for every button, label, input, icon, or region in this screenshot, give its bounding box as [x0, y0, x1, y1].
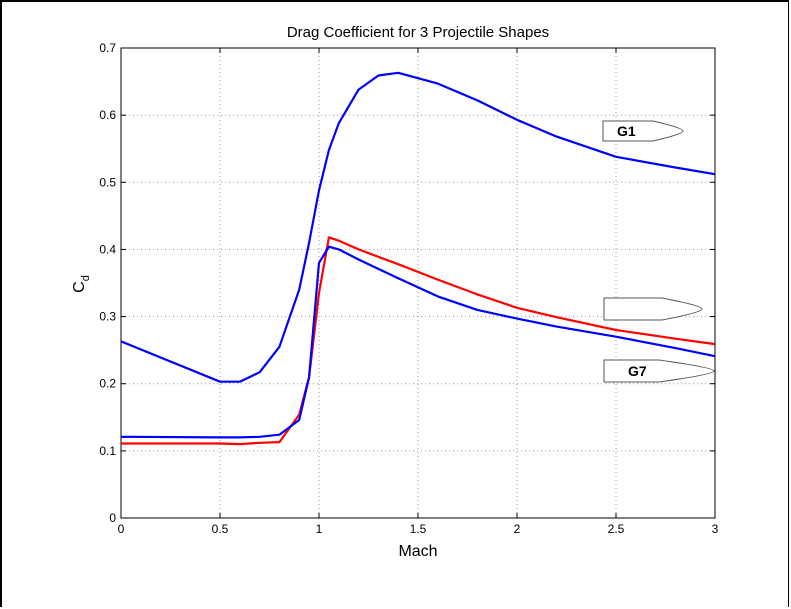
series-lines [120, 71, 716, 446]
x-tick-label: 2.5 [608, 522, 625, 536]
x-tick-label: 0 [118, 522, 125, 536]
g1-label: G1 [617, 123, 636, 139]
grid-lines [121, 48, 715, 518]
y-tick-label: 0 [109, 511, 116, 525]
g1-projectile-icon [602, 120, 684, 142]
plot-area [120, 47, 716, 519]
y-axis-label: Cd [71, 275, 92, 293]
x-tick-label: 0.5 [212, 522, 229, 536]
y-tick-label: 0.4 [99, 242, 116, 256]
series-line-2 [121, 236, 716, 446]
x-tick-label: 1.5 [410, 522, 427, 536]
y-tick-label: 0.1 [99, 444, 116, 458]
y-tick-label: 0.7 [99, 41, 116, 55]
g7-projectile-icon [603, 359, 715, 383]
y-tick-label: 0.3 [99, 310, 116, 324]
projectile-shapes: G1 G7 [602, 120, 715, 383]
chart-title: Drag Coefficient for 3 Projectile Shapes [287, 24, 549, 41]
y-tick-label: 0.5 [99, 175, 116, 189]
g-middle-projectile-icon [603, 297, 703, 321]
x-tick-label: 3 [712, 522, 719, 536]
x-tick-label: 2 [514, 522, 521, 536]
x-axis-label: Mach [398, 543, 437, 560]
series-line-3 [120, 245, 716, 439]
y-axis-label-main: C [71, 281, 88, 293]
y-tick-label: 0.2 [99, 377, 116, 391]
axis-ticks: 0 0.5 1 1.5 2 2.5 3 0 0.1 0.2 0.3 0.4 0.5 0.6 0.7 [99, 41, 718, 536]
series-line-1 [120, 71, 716, 383]
g7-label: G7 [628, 363, 647, 379]
y-tick-label: 0.6 [99, 108, 116, 122]
y-axis-label-sub: d [80, 275, 92, 281]
x-tick-label: 1 [316, 522, 323, 536]
